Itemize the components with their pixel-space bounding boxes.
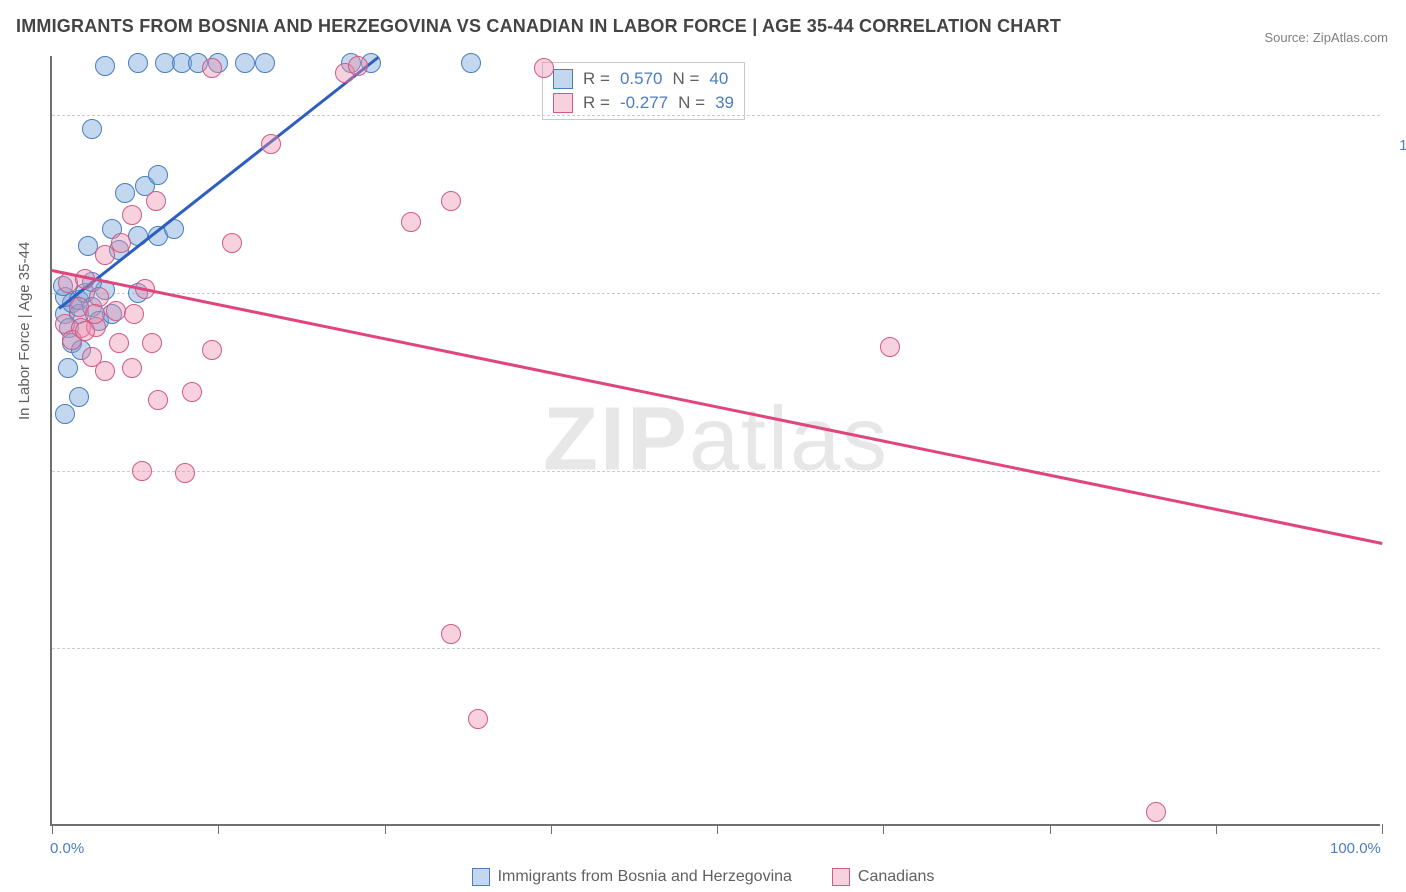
scatter-point	[348, 56, 368, 76]
legend-item-b: Canadians	[832, 868, 935, 886]
legend-swatch-b	[832, 868, 850, 886]
n-value-b: 39	[715, 93, 734, 113]
scatter-point	[441, 624, 461, 644]
scatter-point	[124, 304, 144, 324]
scatter-point	[148, 390, 168, 410]
correlation-stats-box: R = 0.570 N = 40 R = -0.277 N = 39	[542, 62, 745, 120]
scatter-point	[109, 333, 129, 353]
n-label: N =	[672, 69, 699, 89]
trend-line	[52, 269, 1382, 544]
scatter-point	[202, 58, 222, 78]
gridline	[52, 471, 1380, 472]
scatter-point	[461, 53, 481, 73]
y-axis-label: In Labor Force | Age 35-44	[16, 242, 33, 420]
scatter-point	[222, 233, 242, 253]
x-tick	[717, 824, 718, 834]
scatter-point	[95, 361, 115, 381]
x-tick	[883, 824, 884, 834]
scatter-point	[122, 358, 142, 378]
scatter-point	[441, 191, 461, 211]
gridline	[52, 115, 1380, 116]
n-label: N =	[678, 93, 705, 113]
scatter-point	[82, 119, 102, 139]
scatter-point	[534, 58, 554, 78]
scatter-point	[148, 165, 168, 185]
x-tick	[218, 824, 219, 834]
x-tick	[52, 824, 53, 834]
scatter-point	[1146, 802, 1166, 822]
x-tick	[1050, 824, 1051, 834]
scatter-point	[261, 134, 281, 154]
swatch-series-a	[553, 69, 573, 89]
scatter-point	[69, 387, 89, 407]
scatter-point	[128, 53, 148, 73]
scatter-point	[75, 321, 95, 341]
x-tick	[1382, 824, 1383, 834]
watermark: ZIPatlas	[543, 389, 889, 492]
scatter-point	[106, 301, 126, 321]
n-value-a: 40	[709, 69, 728, 89]
gridline	[52, 293, 1380, 294]
stats-row-series-a: R = 0.570 N = 40	[553, 67, 734, 91]
scatter-point	[122, 205, 142, 225]
scatter-point	[58, 358, 78, 378]
chart-title: IMMIGRANTS FROM BOSNIA AND HERZEGOVINA V…	[16, 16, 1061, 37]
scatter-point	[468, 709, 488, 729]
scatter-point	[175, 463, 195, 483]
scatter-point	[401, 212, 421, 232]
r-value-b: -0.277	[620, 93, 668, 113]
y-tick-label: 62.5%	[1390, 670, 1406, 687]
scatter-point	[202, 340, 222, 360]
legend-swatch-a	[472, 868, 490, 886]
y-tick-label: 87.5%	[1390, 315, 1406, 332]
r-label: R =	[583, 93, 610, 113]
scatter-point	[146, 191, 166, 211]
scatter-point	[55, 404, 75, 424]
x-tick	[385, 824, 386, 834]
scatter-point	[115, 183, 135, 203]
x-tick-label: 0.0%	[50, 840, 84, 857]
scatter-point	[111, 233, 131, 253]
scatter-point	[142, 333, 162, 353]
legend-item-a: Immigrants from Bosnia and Herzegovina	[472, 868, 792, 886]
scatter-point	[95, 56, 115, 76]
x-tick	[551, 824, 552, 834]
y-tick-label: 75.0%	[1390, 493, 1406, 510]
y-tick-label: 100.0%	[1390, 137, 1406, 154]
scatter-point	[182, 382, 202, 402]
plot-area: ZIPatlas R = 0.570 N = 40 R = -0.277 N =…	[50, 56, 1380, 826]
scatter-point	[255, 53, 275, 73]
legend-label-b: Canadians	[858, 868, 935, 886]
stats-row-series-b: R = -0.277 N = 39	[553, 91, 734, 115]
x-tick	[1216, 824, 1217, 834]
legend-label-a: Immigrants from Bosnia and Herzegovina	[498, 868, 792, 886]
r-value-a: 0.570	[620, 69, 663, 89]
x-tick-label: 100.0%	[1330, 840, 1381, 857]
source-label: Source: ZipAtlas.com	[1264, 30, 1388, 45]
trend-line	[58, 56, 379, 309]
scatter-point	[132, 461, 152, 481]
scatter-point	[880, 337, 900, 357]
swatch-series-b	[553, 93, 573, 113]
watermark-atlas: atlas	[689, 390, 889, 490]
gridline	[52, 648, 1380, 649]
watermark-zip: ZIP	[543, 390, 689, 490]
scatter-point	[235, 53, 255, 73]
r-label: R =	[583, 69, 610, 89]
legend-bottom: Immigrants from Bosnia and Herzegovina C…	[0, 868, 1406, 886]
